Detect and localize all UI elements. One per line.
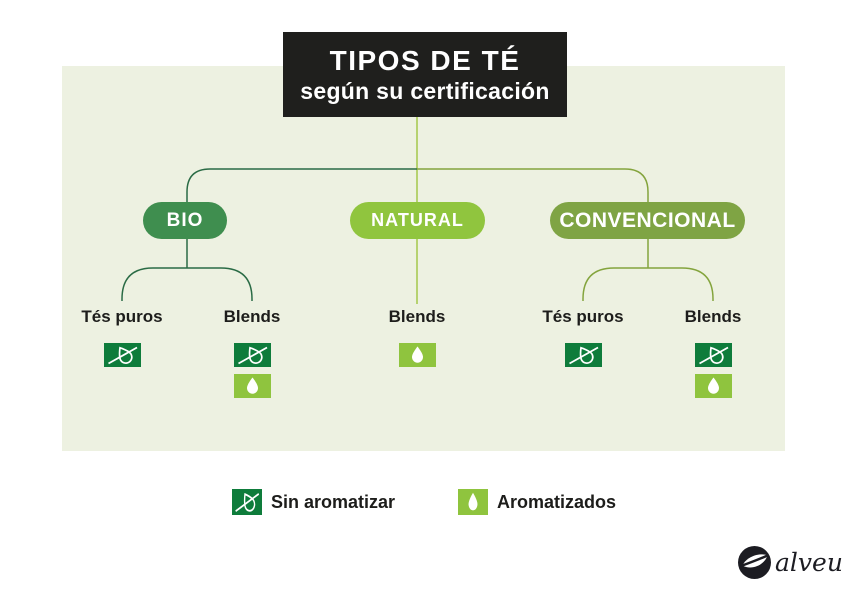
aromatizado-icon [398,343,436,367]
sin-aromatizar-icon [233,343,271,367]
icon-stack [103,343,141,367]
node-label: Blends [223,307,281,326]
sin-aromatizar-icon [232,489,262,515]
aromatizado-icon [458,489,488,515]
node-bio-tes-puros: Tés puros [60,306,184,367]
legend-label: Sin aromatizar [271,491,396,512]
node-bio-blends: Blends [190,306,314,398]
node-label: Tés puros [81,307,163,326]
pill-convencional: CONVENCIONAL [550,202,745,239]
icon-stack [398,343,436,367]
icon-stack [694,343,732,398]
legend-label: Aromatizados [497,491,617,512]
background-panel [62,66,785,451]
page-title: TIPOS DE TÉ [329,44,521,76]
legend: Sin aromatizar Aromatizados [0,489,843,515]
node-conv-blends: Blends [651,306,775,398]
alveus-leaf-icon [738,546,771,579]
sin-aromatizar-icon [103,343,141,367]
aromatizado-icon [233,374,271,398]
node-natural-blends: Blends [355,306,479,367]
legend-item-aromatizados: Aromatizados [458,489,616,515]
legend-item-sin-aromatizar: Sin aromatizar [232,489,395,515]
node-label: Blends [388,307,446,326]
sin-aromatizar-icon [694,343,732,367]
brand-name: alveus [775,548,843,577]
sin-aromatizar-icon [564,343,602,367]
node-label: Blends [684,307,742,326]
pill-bio: BIO [143,202,227,239]
pill-natural: NATURAL [350,202,485,239]
node-label: Tés puros [542,307,624,326]
aromatizado-icon [694,374,732,398]
brand-logo: alveus [738,546,843,579]
icon-stack [233,343,271,398]
icon-stack [564,343,602,367]
page-subtitle: según su certificación [300,77,550,104]
node-conv-tes-puros: Tés puros [521,306,645,367]
title-box: TIPOS DE TÉ según su certificación [283,32,567,117]
